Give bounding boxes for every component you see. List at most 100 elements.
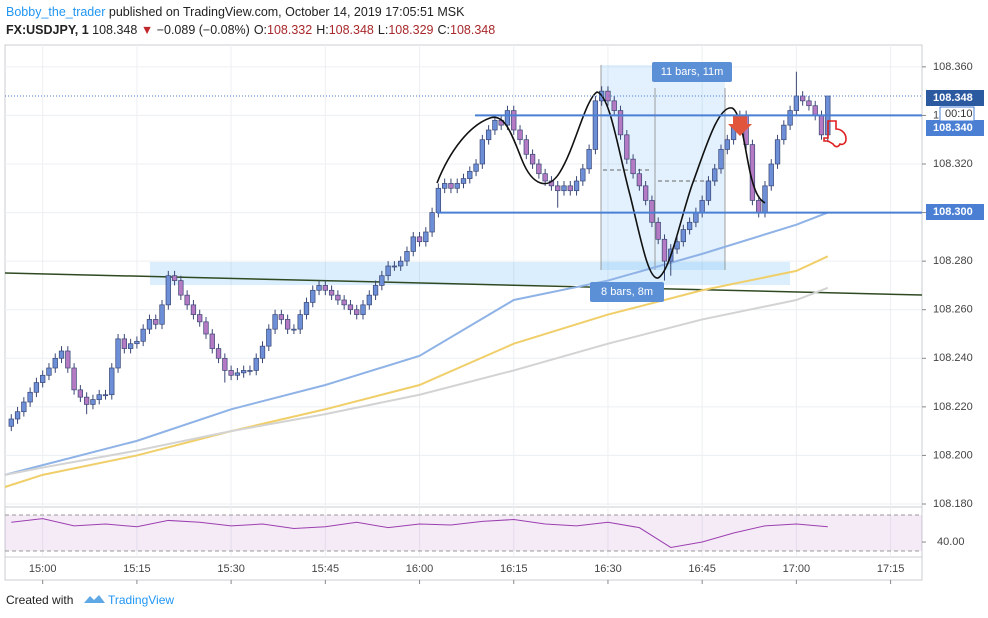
candle-body (291, 328, 297, 331)
candle-body (661, 238, 668, 262)
candle-body (536, 163, 542, 175)
countdown-box (939, 106, 975, 122)
candle-body (624, 134, 630, 160)
candle-body (171, 275, 178, 281)
range-box (150, 262, 790, 285)
candles (8, 71, 831, 432)
candle-body (642, 185, 649, 201)
ohlc-value: 108.348 (450, 23, 496, 37)
candle-body (442, 183, 448, 189)
freehand-drawing (436, 91, 766, 279)
moving-average (4, 211, 829, 476)
candle-body (655, 221, 661, 240)
header-line: Bobby_the_trader published on TradingVie… (6, 5, 464, 19)
ohlc-value: 108.329 (388, 23, 434, 37)
candle-body (467, 170, 473, 179)
candle-body (184, 294, 190, 306)
candle-body (705, 180, 712, 201)
candle-body (71, 367, 77, 391)
candle-body (146, 319, 153, 330)
date-range (601, 65, 725, 270)
y-tick-label: 108.220 (933, 401, 973, 413)
candle-body (605, 90, 611, 102)
sell-arrow (728, 116, 752, 136)
y-tick-label: 108.320 (933, 158, 973, 170)
candle-body (787, 110, 793, 126)
brand[interactable]: TradingView (108, 593, 174, 607)
candle-body (511, 110, 517, 131)
candle-body (215, 348, 222, 359)
candle-body (410, 236, 416, 252)
candle-body (190, 304, 197, 315)
candle-body (435, 187, 442, 213)
candle-body (567, 185, 573, 192)
candle-body (586, 149, 592, 170)
author[interactable]: Bobby_the_trader (6, 5, 106, 19)
candle-body (65, 350, 71, 369)
candle-body (391, 265, 398, 268)
candle-body (555, 185, 561, 192)
last-price-label: 108.348 (933, 92, 973, 104)
annotation-box (652, 62, 732, 82)
candle-body (316, 285, 322, 291)
candle-body (259, 345, 266, 359)
candle-body (140, 328, 146, 342)
candle-body (404, 251, 410, 262)
candle-body (718, 149, 724, 170)
candle-body (52, 357, 58, 369)
x-tick-label: 17:00 (783, 563, 811, 575)
candle-body (385, 265, 391, 277)
candle-body (379, 275, 385, 286)
candle-body (762, 185, 768, 213)
ohlc-value: 108.332 (267, 23, 313, 37)
candle-body (473, 163, 479, 172)
y-tick-label: 108.200 (933, 449, 973, 461)
candle-body (774, 139, 781, 165)
candle-body (284, 319, 291, 330)
annotation-box (590, 282, 664, 302)
candle-body (247, 370, 253, 372)
candle-body (178, 280, 184, 296)
candle-body (630, 158, 636, 175)
candle-body (203, 321, 209, 335)
candle-body (58, 350, 65, 359)
candle-body (366, 294, 372, 306)
candle-body (241, 370, 247, 374)
candle-body (636, 173, 643, 187)
candle-body (781, 124, 787, 141)
candle-body (649, 200, 655, 223)
candle-body (14, 411, 21, 420)
x-tick-label: 17:15 (877, 563, 905, 575)
candle-body (372, 285, 379, 296)
y-tick-label: 108.360 (933, 61, 973, 73)
published: published on TradingView.com, October 14… (105, 5, 465, 19)
annotation: 8 bars, 8m (601, 286, 653, 298)
candle-body (680, 229, 686, 243)
candle-body (800, 95, 806, 102)
countdown: 00:10 (945, 108, 973, 120)
candle-body (159, 304, 165, 325)
down-icon: ▼ (140, 23, 154, 37)
candle-body (423, 231, 429, 243)
candle-body (341, 299, 347, 306)
candle-body (812, 105, 818, 116)
candle-body (347, 304, 354, 311)
candle-body (102, 394, 109, 397)
ohlc-label: H: (316, 23, 329, 37)
ohlc-label: L: (377, 23, 389, 37)
candle-body (429, 212, 435, 233)
change: −0.089 (−0.08%) (156, 23, 250, 37)
candle-body (523, 139, 529, 155)
candle-body (115, 338, 121, 369)
candle-body (96, 394, 102, 400)
candle-body (398, 260, 404, 267)
symbol: FX:USDJPY, 1 (6, 23, 89, 37)
ohlc-label: C: (437, 23, 451, 37)
candle-body (793, 95, 800, 111)
candle-body (354, 309, 360, 315)
x-tick-label: 16:15 (500, 563, 528, 575)
price-labels: 108.340 108.300 108.348 00:10 11 bars, 11m 8 … (5, 62, 984, 302)
moving-average (4, 255, 829, 488)
candle-body (134, 340, 140, 345)
